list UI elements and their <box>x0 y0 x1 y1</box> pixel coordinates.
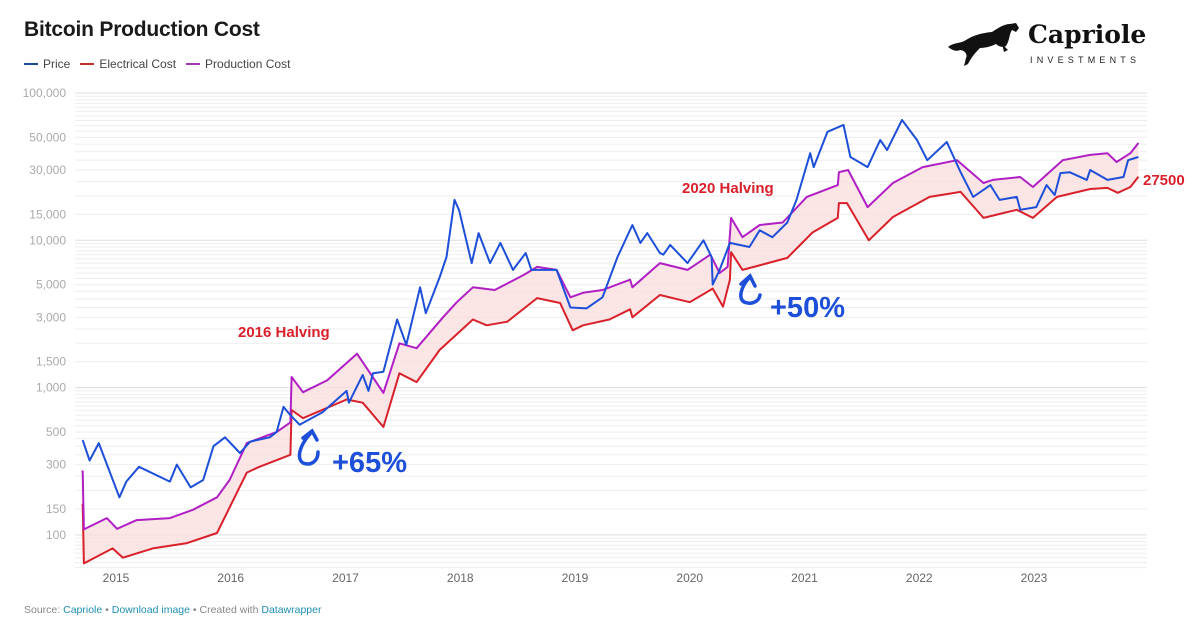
logo-name: Capriole <box>1028 20 1147 49</box>
created-with-label: • Created with <box>192 604 259 616</box>
y-tick-label: 500 <box>46 425 66 439</box>
y-tick-label: 3,000 <box>36 310 66 324</box>
series-line-electrical-cost <box>81 176 1140 565</box>
capriole-logo: Capriole INVESTMENTS <box>946 20 1151 68</box>
annotation-gain-2016: +65% <box>332 447 407 479</box>
y-tick-label: 300 <box>46 458 66 472</box>
legend-swatch <box>24 63 38 65</box>
y-axis: 100,000 50,000 30,000 15,000 10,000 5,000 3,00… <box>23 86 67 542</box>
annotation-gain-2020: +50% <box>770 292 845 324</box>
annotation-latest-cost: 27500 <box>1143 172 1185 189</box>
legend-label: Production Cost <box>205 57 291 71</box>
legend: Price Electrical Cost Production Cost <box>24 57 290 71</box>
x-tick-label: 2022 <box>906 571 933 585</box>
logo-subtitle: INVESTMENTS <box>1030 55 1141 65</box>
datawrapper-link[interactable]: Datawrapper <box>261 604 322 616</box>
annotation-2016-halving: 2016 Halving <box>238 324 330 341</box>
footer: Source: Capriole • Download image • Crea… <box>24 604 321 616</box>
x-tick-label: 2016 <box>217 571 244 585</box>
chart-title: Bitcoin Production Cost <box>24 18 260 41</box>
y-tick-label: 30,000 <box>29 163 66 177</box>
horse-icon <box>948 23 1019 66</box>
download-image-link[interactable]: Download image <box>111 604 190 616</box>
source-label: Source: <box>24 604 61 616</box>
legend-item-price: Price <box>24 57 70 71</box>
x-tick-label: 2020 <box>676 571 703 585</box>
source-link[interactable]: Capriole <box>63 604 103 616</box>
y-tick-label: 50,000 <box>29 130 66 144</box>
cost-band-fill <box>81 143 1139 564</box>
x-axis: 2015 2016 2017 2018 2019 2020 2021 2022 2023 <box>103 571 1048 585</box>
legend-swatch <box>186 63 201 65</box>
series-line-production-cost <box>81 142 1140 531</box>
legend-label: Electrical Cost <box>99 57 177 71</box>
legend-swatch <box>80 63 95 65</box>
y-tick-label: 100,000 <box>23 86 67 100</box>
legend-item-electrical-cost: Electrical Cost <box>80 57 176 71</box>
x-tick-label: 2018 <box>447 571 474 585</box>
curved-arrow-icon <box>297 428 320 466</box>
y-tick-label: 5,000 <box>36 278 66 292</box>
y-tick-label: 15,000 <box>29 207 66 221</box>
legend-label: Price <box>43 57 71 71</box>
series-line-price <box>81 119 1139 499</box>
x-tick-label: 2021 <box>791 571 818 585</box>
y-tick-label: 10,000 <box>29 233 66 247</box>
legend-item-production-cost: Production Cost <box>186 57 290 71</box>
x-tick-label: 2019 <box>562 571 589 585</box>
y-tick-label: 150 <box>46 502 66 516</box>
y-tick-label: 1,000 <box>36 381 66 395</box>
y-tick-label: 1,500 <box>36 355 66 369</box>
y-tick-label: 100 <box>46 528 66 542</box>
series-lines <box>81 119 1140 565</box>
annotation-2020-halving: 2020 Halving <box>682 180 774 197</box>
x-tick-label: 2017 <box>332 571 359 585</box>
x-tick-label: 2015 <box>103 571 130 585</box>
separator: • <box>105 604 109 616</box>
annotations: 2016 Halving +65% 2020 Halving +50% 2750… <box>238 172 1185 479</box>
x-tick-label: 2023 <box>1021 571 1048 585</box>
curved-arrow-icon <box>739 273 762 305</box>
